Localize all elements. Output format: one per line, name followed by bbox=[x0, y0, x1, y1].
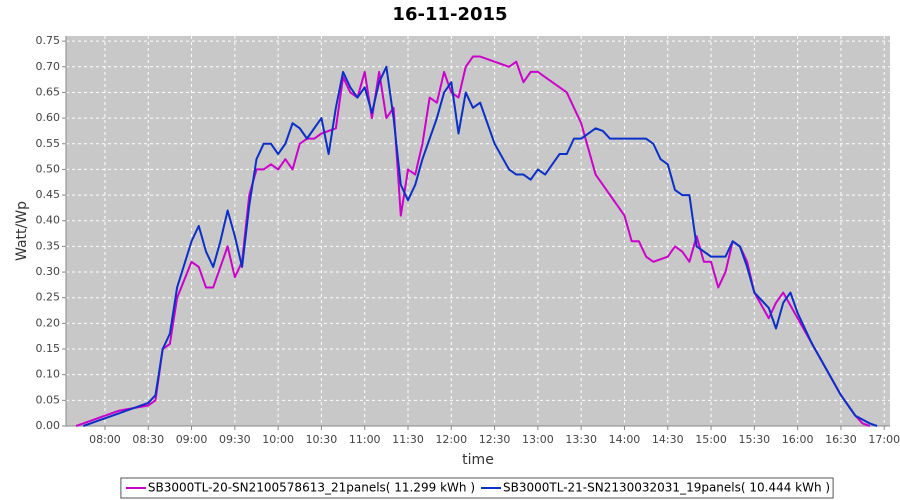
x-tick-label: 16:00 bbox=[782, 433, 814, 446]
x-tick-label: 14:00 bbox=[609, 433, 641, 446]
y-tick-label: 0.35 bbox=[36, 239, 61, 252]
x-tick-label: 11:30 bbox=[392, 433, 424, 446]
x-tick-label: 13:30 bbox=[565, 433, 597, 446]
x-tick-label: 13:00 bbox=[522, 433, 554, 446]
legend-label: SB3000TL-21-SN2130032031_19panels( 10.44… bbox=[503, 481, 830, 495]
y-tick-label: 0.00 bbox=[36, 419, 61, 432]
x-tick-label: 08:30 bbox=[132, 433, 164, 446]
x-tick-label: 16:30 bbox=[825, 433, 857, 446]
y-tick-label: 0.30 bbox=[36, 265, 61, 278]
plot-area bbox=[66, 36, 890, 426]
y-tick-label: 0.10 bbox=[36, 368, 61, 381]
x-tick-label: 12:30 bbox=[479, 433, 511, 446]
chart-title: 16-11-2015 bbox=[392, 4, 507, 25]
series-line bbox=[82, 65, 878, 427]
y-axis-label: Watt/Wp bbox=[14, 201, 30, 261]
y-tick-label: 0.15 bbox=[36, 342, 61, 355]
y-tick-label: 0.40 bbox=[36, 214, 61, 227]
x-tick-label: 14:30 bbox=[652, 433, 684, 446]
x-tick-label: 17:00 bbox=[868, 433, 900, 446]
y-tick-label: 0.25 bbox=[36, 291, 61, 304]
x-tick-label: 08:00 bbox=[89, 433, 121, 446]
x-tick-label: 09:30 bbox=[219, 433, 251, 446]
x-tick-label: 15:30 bbox=[738, 433, 770, 446]
y-tick-label: 0.50 bbox=[36, 162, 61, 175]
y-tick-label: 0.60 bbox=[36, 111, 61, 124]
x-axis-label: time bbox=[462, 452, 494, 468]
y-tick-label: 0.55 bbox=[36, 137, 61, 150]
y-tick-label: 0.45 bbox=[36, 188, 61, 201]
x-tick-label: 10:00 bbox=[262, 433, 294, 446]
x-tick-label: 12:00 bbox=[435, 433, 467, 446]
y-tick-label: 0.65 bbox=[36, 85, 61, 98]
legend-box bbox=[120, 477, 834, 499]
y-tick-label: 0.20 bbox=[36, 316, 61, 329]
legend-label: SB3000TL-20-SN2100578613_21panels( 11.29… bbox=[148, 481, 475, 495]
legend: SB3000TL-20-SN2100578613_21panels( 11.29… bbox=[120, 477, 834, 499]
x-tick-label: 10:30 bbox=[306, 433, 338, 446]
series-line bbox=[75, 55, 871, 427]
y-tick-label: 0.75 bbox=[36, 34, 61, 47]
y-tick-label: 0.05 bbox=[36, 393, 61, 406]
x-tick-label: 09:00 bbox=[176, 433, 208, 446]
x-tick-label: 11:00 bbox=[349, 433, 381, 446]
y-tick-label: 0.70 bbox=[36, 60, 61, 73]
x-tick-label: 15:00 bbox=[695, 433, 727, 446]
